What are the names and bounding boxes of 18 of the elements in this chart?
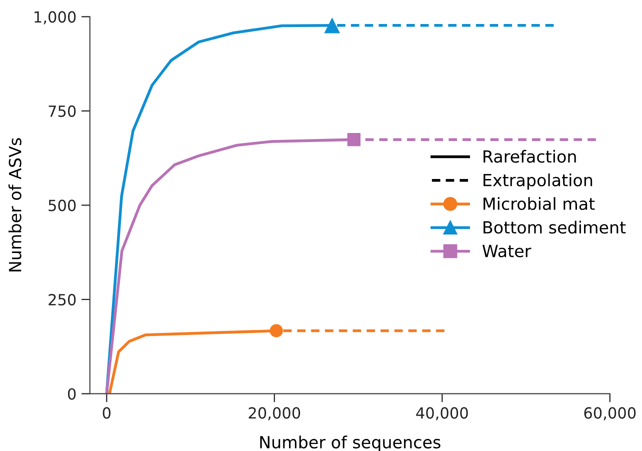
x-tick-label: 0 [102,407,110,419]
y-tick-label: 250 [48,294,76,306]
x-tick-label: 60,000 [584,407,636,420]
point [347,133,361,146]
y-tick-label: 750 [48,105,76,117]
legend-label: Extrapolation [484,174,592,190]
y-axis-title: Number of ASVs [8,138,22,272]
legend-label: Microbial mat [484,197,595,210]
point [324,17,340,34]
x-tick-label: 40,000 [416,407,468,420]
legend-label: Bottom sediment [484,220,626,234]
y-tick-label: 500 [48,200,76,212]
legend-label: Water [482,244,532,258]
y-tick-label: 1,000 [34,11,76,24]
x-tick-label: 20,000 [248,407,300,420]
point [270,324,283,338]
legend-label: Rarefaction [484,150,576,163]
y-tick-label: 0 [68,388,76,400]
